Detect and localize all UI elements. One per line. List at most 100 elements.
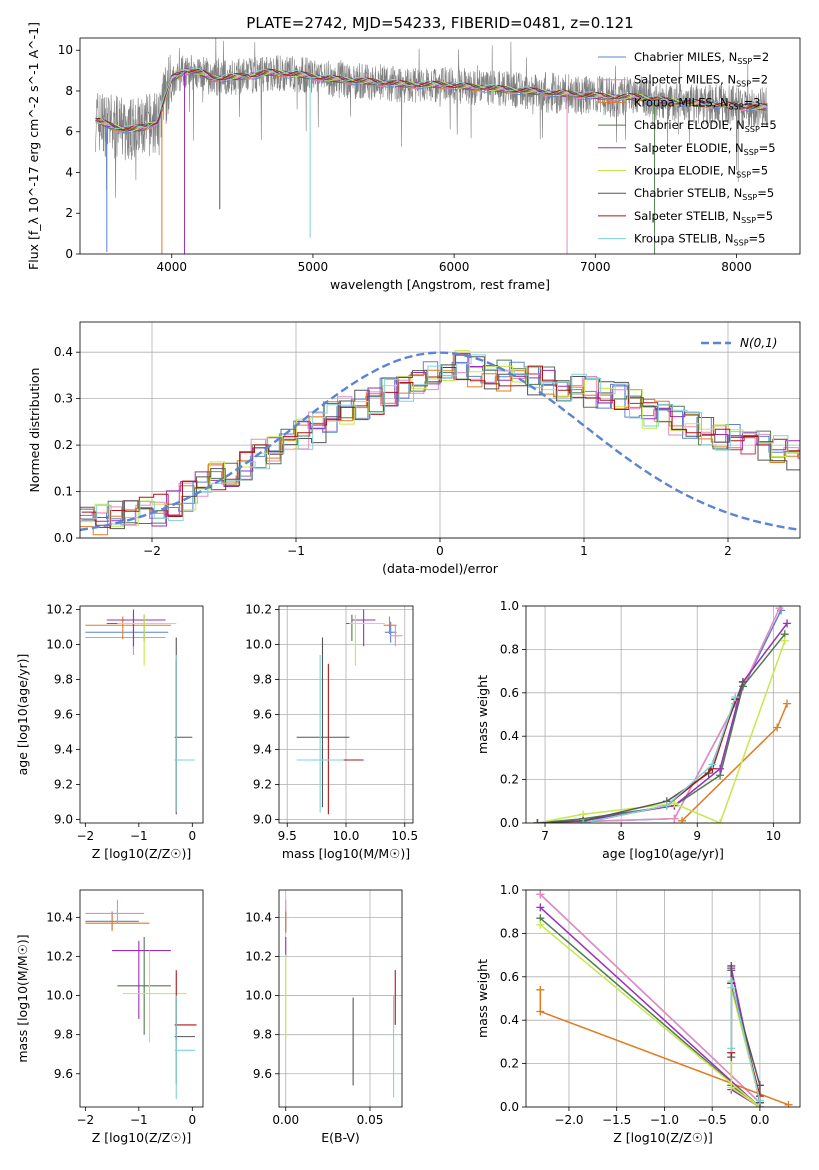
weight-marker — [731, 693, 740, 702]
legend-subscript: SSP — [736, 171, 751, 180]
x-tick-label: 4000 — [156, 260, 187, 274]
model-line-salp_miles — [95, 70, 768, 133]
x-tick-label: 7 — [541, 829, 549, 843]
weight-marker — [783, 619, 792, 628]
y-tick-label: 9.6 — [253, 1067, 272, 1081]
y-tick-label: 10.4 — [245, 910, 272, 924]
weight-marker — [773, 723, 782, 732]
y-tick-label: 10.0 — [46, 989, 73, 1003]
weight-marker — [727, 961, 736, 970]
legend-subscript: SSP — [741, 216, 756, 225]
axes: −2.0 −1.5 −1.0 −0.5 0.0 0.0 0.2 0.4 0.6 0.8 1.0 Z [… — [475, 883, 801, 1145]
legend-value: =5 — [759, 141, 776, 155]
y-tick-label: 9.4 — [54, 743, 73, 757]
legend-label-chab_miles: Chabrier MILES, NSSP=2 — [634, 50, 769, 66]
legend-label-salp_stelib: Salpeter STELIB, NSSP=5 — [634, 209, 773, 225]
x-axis-label: Z [log10(Z/Z☉)] — [92, 846, 192, 861]
y-tick-label: 0.8 — [500, 642, 519, 656]
x-tick-label: 0.00 — [272, 1113, 299, 1127]
y-tick-label: 10.4 — [46, 910, 73, 924]
panel-z_age: −2 −1 0 9.0 9.2 9.4 9.6 9.8 10.0 10.2 Z [log10(Z/Z… — [15, 603, 204, 861]
panel-z_weight: −2.0 −1.5 −1.0 −0.5 0.0 0.0 0.2 0.4 0.6 0.8 1.0 Z [… — [475, 883, 801, 1145]
panel-residuals: −2 −1 0 1 2 0.0 0.1 0.2 0.3 0.4 (data-model)/error… — [27, 321, 801, 576]
y-tick-label: 0.8 — [500, 926, 519, 940]
y-axis-label: age [log10(age/yr)] — [15, 654, 30, 776]
y-tick-label: 0.1 — [54, 485, 73, 499]
y-tick-label: 0.4 — [500, 1013, 519, 1027]
weight-marker — [708, 760, 717, 769]
axes: 4000 5000 6000 7000 8000 0 2 4 6 8 10 wavelength [A… — [26, 22, 801, 292]
weight-line-chab_elodie — [539, 917, 761, 1107]
axes-frame — [79, 321, 801, 539]
x-axis-label: E(B-V) — [321, 1130, 360, 1145]
legend-value: =5 — [760, 118, 777, 132]
y-tick-label: 0 — [65, 247, 73, 261]
grid — [279, 606, 413, 823]
y-tick-label: 0.2 — [500, 1057, 519, 1071]
axes: 7 8 9 10 0.0 0.2 0.4 0.6 0.8 1.0 age [log10(age/yr… — [475, 599, 801, 861]
x-tick-label: −1.5 — [602, 1113, 631, 1127]
x-tick-label: 0.0 — [750, 1113, 769, 1127]
errorbar-point-krou_elodie — [122, 950, 187, 1043]
gaussian-curve — [80, 351, 798, 532]
y-tick-label: 10.2 — [46, 949, 73, 963]
weight-marker — [780, 636, 789, 645]
y-tick-label: 0.0 — [54, 531, 73, 545]
weight-marker — [727, 1083, 736, 1092]
y-tick-label: 10.0 — [46, 638, 73, 652]
grid — [80, 322, 800, 539]
y-tick-label: 9.0 — [54, 813, 73, 827]
errorbar-point-salp_stelib — [322, 663, 364, 815]
x-tick-label: −1 — [287, 544, 305, 558]
legend-subscript: SSP — [729, 102, 744, 111]
x-tick-label: 8 — [617, 829, 625, 843]
panel-ebv_mass: 0.00 0.05 9.6 9.8 10.0 10.2 10.4 E(B-V) — [245, 889, 403, 1145]
axes-frame — [79, 37, 801, 255]
weight-marker — [533, 819, 542, 823]
x-tick-label: −2 — [76, 829, 94, 843]
legend-label-krou_elodie: Kroupa ELODIE, NSSP=5 — [634, 164, 768, 180]
y-tick-label: 10.2 — [46, 603, 73, 617]
weight-marker — [783, 699, 792, 708]
x-tick-label: 7000 — [580, 260, 611, 274]
axes: −2 −1 0 1 2 0.0 0.1 0.2 0.3 0.4 (data-model)/error… — [27, 321, 801, 576]
errorbar-point-krou_elodie — [117, 614, 177, 666]
legend-subscript: SSP — [745, 125, 760, 134]
plot-area — [536, 890, 793, 1107]
histogram-salp_miles — [80, 369, 800, 526]
y-tick-label: 9.6 — [54, 708, 73, 722]
plot-area — [85, 609, 195, 815]
y-tick-label: 0.4 — [500, 729, 519, 743]
y-tick-label: 0.0 — [500, 816, 519, 830]
legend-value: =5 — [751, 164, 768, 178]
y-tick-label: 0.6 — [500, 970, 519, 984]
x-tick-label: −2.0 — [554, 1113, 583, 1127]
legend-label-chab_stelib: Chabrier STELIB, NSSP=5 — [634, 186, 774, 202]
y-tick-label: 9.2 — [253, 778, 272, 792]
weight-line-krou_elodie — [539, 924, 761, 1107]
y-tick-label: 9.2 — [54, 778, 73, 792]
weight-marker — [536, 1007, 545, 1016]
x-tick-label: 0 — [188, 829, 196, 843]
weight-marker — [678, 816, 687, 823]
errorbar-point-krou_stelib — [174, 655, 195, 813]
grid — [526, 889, 800, 1108]
y-tick-label: 2 — [65, 206, 73, 220]
errorbar-point-krou_miles — [85, 913, 150, 932]
model-line-krou_stelib — [95, 67, 768, 130]
y-tick-label: 9.4 — [253, 743, 272, 757]
x-tick-label: 8000 — [721, 260, 752, 274]
y-axis-label: mass [log10(M/M☉)] — [15, 934, 30, 1062]
legend-subscript: SSP — [734, 239, 749, 248]
weight-line-krou_stelib — [582, 696, 737, 823]
legend-label-gaussian: N(0,1) — [740, 336, 777, 350]
weight-line-salp_elodie — [539, 906, 761, 1107]
x-axis-label: (data-model)/error — [382, 561, 499, 576]
x-axis-label: mass [log10(M/M☉)] — [282, 846, 410, 861]
legend: N(0,1) — [701, 336, 777, 350]
weight-marker — [536, 903, 545, 912]
weight-marker — [738, 677, 747, 686]
legend-subscript: SSP — [744, 148, 759, 157]
plot-area — [95, 38, 768, 254]
